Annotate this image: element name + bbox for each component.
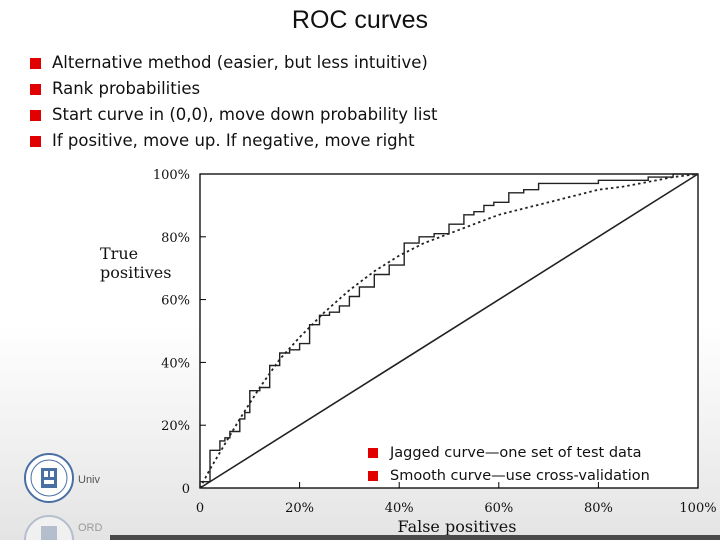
logo-text: Univ	[78, 474, 101, 486]
y-axis-label: True	[100, 244, 138, 263]
y-tick-label: 100%	[153, 168, 190, 183]
slide-title: ROC curves	[291, 6, 429, 34]
x-tick-label: 60%	[484, 501, 513, 516]
university-seal-faded-icon	[24, 515, 74, 540]
legend-item: Smooth curve—use cross-validation	[368, 465, 650, 488]
x-axis-label: False positives	[398, 517, 517, 536]
y-tick-label: 60%	[161, 294, 190, 309]
bullet-square-icon	[368, 471, 378, 481]
bullet-item: Rank probabilities	[30, 77, 438, 103]
chart-legend-bullets: Jagged curve—one set of test data Smooth…	[368, 442, 650, 488]
x-tick-label: 40%	[385, 501, 414, 516]
bullet-text: Start curve in (0,0), move down probabil…	[52, 105, 438, 124]
x-tick-label: 100%	[679, 501, 716, 516]
bullet-list: Alternative method (easier, but less int…	[30, 51, 438, 155]
x-tick-label: 20%	[285, 501, 314, 516]
university-seal-icon	[24, 453, 74, 503]
x-tick-label: 80%	[584, 501, 613, 516]
y-tick-label: 80%	[161, 231, 190, 246]
legend-text: Jagged curve—one set of test data	[390, 445, 642, 461]
legend-text: Smooth curve—use cross-validation	[390, 468, 650, 484]
bullet-item: Start curve in (0,0), move down probabil…	[30, 103, 438, 129]
bullet-text: If positive, move up. If negative, move …	[52, 131, 415, 150]
bullet-square-icon	[30, 84, 41, 95]
bullet-item: Alternative method (easier, but less int…	[30, 51, 438, 77]
y-axis-label: positives	[100, 263, 171, 282]
bullet-item: If positive, move up. If negative, move …	[30, 129, 438, 155]
y-tick-label: 0	[182, 482, 190, 497]
bullet-text: Rank probabilities	[52, 79, 201, 98]
bullet-square-icon	[30, 136, 41, 147]
logo-text-faded: ORD	[78, 522, 103, 534]
bullet-square-icon	[368, 448, 378, 458]
bullet-square-icon	[30, 58, 41, 69]
x-tick-label: 0	[196, 501, 204, 516]
y-tick-label: 40%	[161, 356, 190, 371]
y-tick-label: 20%	[161, 419, 190, 434]
bullet-square-icon	[30, 110, 41, 121]
jagged-curve-line	[199, 173, 698, 488]
diagonal-line	[199, 173, 699, 489]
bottom-bar	[110, 535, 720, 540]
legend-item: Jagged curve—one set of test data	[368, 442, 650, 465]
smooth-curve-line	[199, 173, 699, 489]
bullet-text: Alternative method (easier, but less int…	[52, 53, 428, 72]
